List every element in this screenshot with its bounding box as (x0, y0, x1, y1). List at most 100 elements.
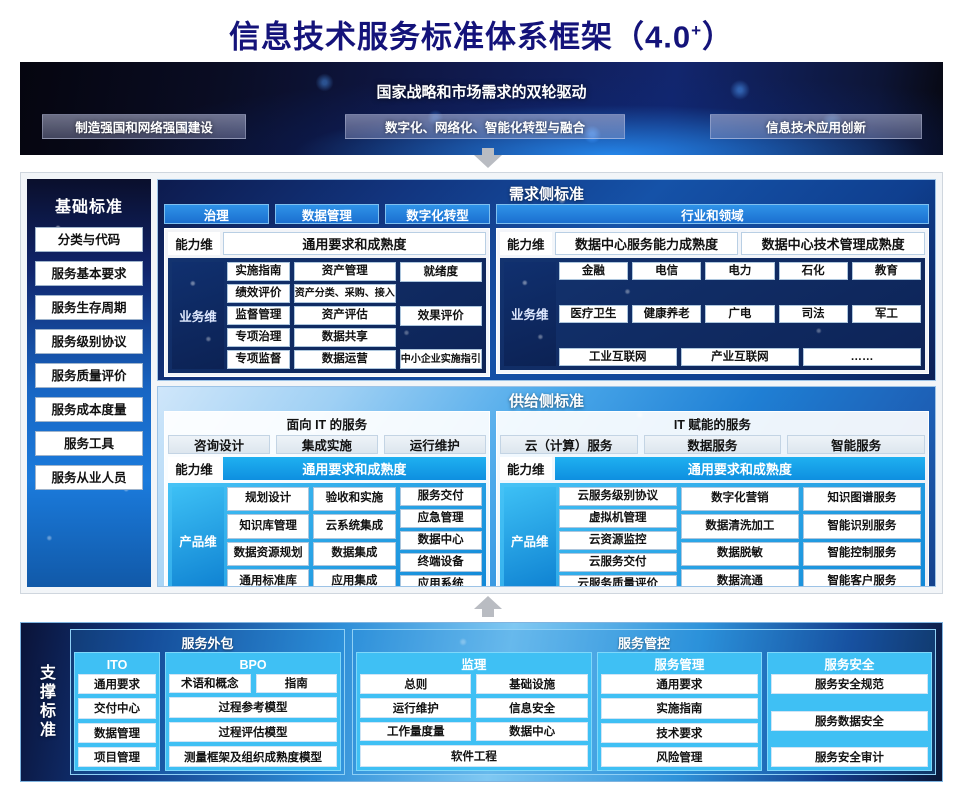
list-item[interactable]: 云服务交付 (558, 552, 677, 572)
list-item[interactable]: 中小企业实施指引 (399, 349, 482, 369)
list-item[interactable]: 工作量度量 (360, 721, 472, 742)
demand-side-panel: 需求侧标准 治理 数据管理 数字化转型 能力维 通用要求和成熟度 (157, 179, 936, 381)
industry-grid-row-1: 金融 电信 电力 石化 教育 (558, 262, 921, 280)
list-item[interactable]: 健康养老 (632, 304, 702, 323)
tab-operation-maintenance[interactable]: 运行维护 (383, 434, 486, 454)
tab-cloud-services[interactable]: 云（计算）服务 (499, 434, 638, 454)
list-item[interactable]: 服务质量评价 (35, 363, 143, 388)
list-item[interactable]: 实施指南 (227, 262, 290, 281)
tab-data-management[interactable]: 数据管理 (274, 204, 380, 224)
list-item[interactable]: 术语和概念 (169, 674, 251, 693)
supervision-row-1: 总则 基础设施 (360, 674, 588, 694)
list-item[interactable]: 服务生存周期 (35, 295, 143, 320)
list-item[interactable]: 数据资源规划 (227, 541, 310, 566)
list-item[interactable]: 教育 (851, 262, 921, 280)
list-item[interactable]: 智能控制服务 (802, 541, 921, 566)
list-item[interactable]: 电信 (632, 262, 702, 280)
list-item[interactable]: 终端设备 (399, 552, 482, 572)
tab-digital-transformation[interactable]: 数字化转型 (385, 204, 490, 224)
list-item[interactable]: 服务成本度量 (35, 397, 143, 422)
list-item[interactable]: 规划设计 (227, 486, 310, 511)
list-item[interactable]: 风险管理 (600, 746, 758, 767)
list-item[interactable]: 测量框架及组织成熟度模型 (169, 746, 337, 767)
tab-governance[interactable]: 治理 (164, 204, 269, 224)
list-item[interactable]: 项目管理 (78, 746, 156, 767)
list-item[interactable]: 总则 (360, 674, 472, 694)
list-item[interactable]: 技术要求 (600, 722, 758, 743)
list-item[interactable]: 广电 (705, 304, 775, 323)
list-item[interactable]: 就绪度 (399, 262, 482, 282)
list-item[interactable]: 云资源监控 (558, 530, 677, 550)
list-item[interactable]: 数据集成 (313, 541, 396, 566)
capability-dimension-value: 通用要求和成熟度 (223, 456, 486, 480)
list-item[interactable]: 医疗卫生 (558, 304, 628, 323)
list-item[interactable]: …… (802, 347, 921, 366)
business-dimension-label: 业务维 (172, 262, 224, 369)
list-item[interactable]: 资产分类、采购、接入 (293, 284, 396, 303)
list-item[interactable]: 智能客户服务 (802, 569, 921, 587)
list-item[interactable]: 服务工具 (35, 431, 143, 456)
list-item[interactable]: 过程评估模型 (169, 721, 337, 743)
list-item[interactable]: 资产管理 (293, 262, 396, 281)
list-item[interactable]: 数据管理 (78, 722, 156, 743)
list-item[interactable]: 应急管理 (399, 508, 482, 528)
list-item[interactable]: 数据中心 (399, 530, 482, 550)
list-item[interactable]: 虚拟机管理 (558, 508, 677, 528)
list-item[interactable]: 司法 (778, 304, 848, 323)
list-item[interactable]: 资产评估 (293, 306, 396, 325)
list-item[interactable]: 运行维护 (360, 697, 472, 718)
list-item[interactable]: 效果评价 (399, 305, 482, 326)
list-item[interactable]: 应用系统 (399, 574, 482, 587)
list-item[interactable]: 金融 (558, 262, 628, 280)
list-item[interactable]: 绩效评价 (227, 284, 290, 303)
list-item[interactable]: 服务数据安全 (770, 710, 928, 731)
list-item[interactable]: 军工 (851, 304, 921, 323)
list-item[interactable]: 实施指南 (600, 698, 758, 719)
list-item[interactable]: 服务交付 (399, 486, 482, 506)
list-item[interactable]: 数据运营 (293, 350, 396, 369)
list-item[interactable]: 通用要求 (600, 674, 758, 695)
list-item[interactable]: 服务基本要求 (35, 261, 143, 286)
list-item[interactable]: 服务安全审计 (770, 747, 928, 767)
list-item[interactable]: 知识库管理 (227, 514, 310, 539)
list-item[interactable]: 服务从业人员 (35, 465, 143, 490)
list-item[interactable]: 指南 (255, 674, 337, 693)
list-item[interactable]: 知识图谱服务 (802, 486, 921, 511)
list-item[interactable]: 数字化营销 (680, 486, 799, 511)
list-item[interactable]: 电力 (705, 262, 775, 280)
list-item[interactable]: 智能识别服务 (802, 514, 921, 539)
list-item[interactable]: 应用集成 (313, 569, 396, 587)
list-item[interactable]: 通用要求 (78, 674, 156, 695)
tab-data-services[interactable]: 数据服务 (643, 434, 782, 454)
list-item[interactable]: 软件工程 (360, 745, 588, 767)
list-item[interactable]: 服务级别协议 (35, 329, 143, 354)
list-item[interactable]: 通用标准库 (227, 569, 310, 587)
list-item[interactable]: 云服务质量评价 (558, 574, 677, 587)
list-item[interactable]: 数据共享 (293, 328, 396, 347)
list-item[interactable]: 过程参考模型 (169, 696, 337, 718)
supply-left-tabs: 咨询设计 集成实施 运行维护 (168, 434, 486, 454)
list-item[interactable]: 产业互联网 (680, 347, 799, 366)
list-item[interactable]: 服务安全规范 (770, 674, 928, 694)
tab-integration-implementation[interactable]: 集成实施 (275, 434, 378, 454)
list-item[interactable]: 数据中心 (476, 721, 588, 742)
list-item[interactable]: 数据流通 (680, 569, 799, 587)
list-item[interactable]: 交付中心 (78, 698, 156, 719)
industry-grid-row-2: 医疗卫生 健康养老 广电 司法 军工 (558, 304, 921, 323)
tab-industry-domain[interactable]: 行业和领域 (495, 204, 929, 224)
list-item[interactable]: 云系统集成 (313, 514, 396, 539)
list-item[interactable]: 验收和实施 (313, 486, 396, 511)
list-item[interactable]: 专项治理 (227, 328, 290, 347)
list-item[interactable]: 数据清洗加工 (680, 514, 799, 539)
list-item[interactable]: 专项监督 (227, 350, 290, 369)
list-item[interactable]: 分类与代码 (35, 227, 143, 252)
list-item[interactable]: 工业互联网 (558, 347, 677, 366)
list-item[interactable]: 数据脱敏 (680, 541, 799, 566)
list-item[interactable]: 基础设施 (476, 674, 588, 694)
tab-consulting-design[interactable]: 咨询设计 (168, 434, 270, 454)
tab-intelligent-services[interactable]: 智能服务 (787, 434, 925, 454)
list-item[interactable]: 云服务级别协议 (558, 486, 677, 506)
list-item[interactable]: 监督管理 (227, 306, 290, 325)
list-item[interactable]: 石化 (778, 262, 848, 280)
list-item[interactable]: 信息安全 (476, 697, 588, 718)
